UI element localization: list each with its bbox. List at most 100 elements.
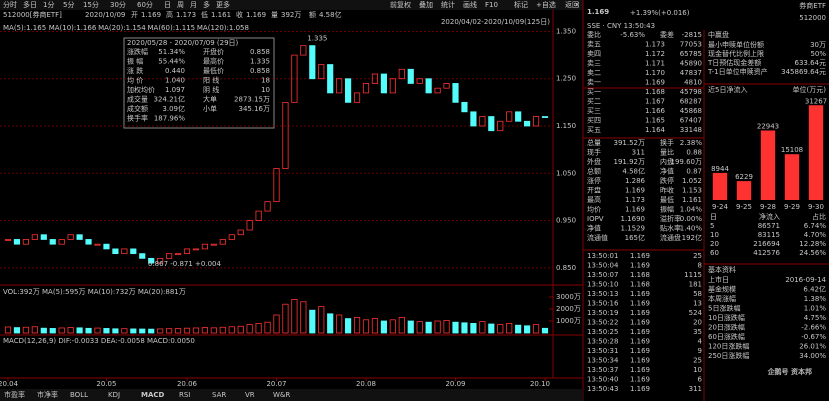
ma-label: MA(10):1.166 [49, 24, 97, 32]
volume-bar [67, 327, 74, 334]
candle [103, 243, 110, 250]
period-tab[interactable]: 15分 [83, 0, 99, 9]
candle [40, 234, 47, 240]
period-tab[interactable]: 月 [190, 1, 197, 9]
inflow-bar [760, 130, 776, 200]
volume-bar [174, 328, 182, 334]
indicator-tab[interactable]: BOLL [70, 391, 88, 399]
indicator-tab[interactable]: MACD [141, 391, 165, 399]
stats-cell: 165亿 [625, 233, 645, 242]
tool-button[interactable]: 前复权 [390, 0, 411, 9]
fund-cell: T-1日单位申赎资产 [707, 67, 768, 76]
volume-bar [425, 321, 432, 334]
period-tab[interactable]: 60分 [137, 0, 153, 9]
inflow-category: 9-30 [808, 203, 824, 211]
tool-button[interactable]: 叠加 [419, 0, 433, 9]
stats-cell: 192亿 [682, 233, 702, 242]
indicator-tab[interactable]: VR [245, 391, 255, 399]
period-tab[interactable]: 多 [203, 0, 210, 9]
period-tab[interactable]: 更多 [216, 0, 230, 9]
stats-cell: 贴水率 [660, 224, 681, 233]
volume-bar [524, 325, 531, 334]
volume-bar [40, 327, 47, 334]
indicator-tab[interactable]: W&R [273, 391, 290, 399]
volume-bar [255, 322, 262, 334]
candle [210, 243, 217, 246]
inflow-category: 9-29 [784, 203, 800, 211]
candle [49, 239, 56, 245]
candle [157, 257, 164, 264]
basic-cell: 5日涨跌幅 [708, 304, 740, 313]
trade-cell: 13:50:34 [587, 357, 619, 365]
table-cell: 24.56% [799, 249, 826, 257]
trade-cell: 1.169 [630, 338, 650, 346]
volume-bar [532, 324, 540, 334]
basic-cell: 34.00% [799, 352, 826, 360]
tool-button[interactable]: 返回 [565, 1, 579, 9]
tool-button[interactable]: F10 [485, 1, 498, 9]
trade-cell: 13:50:16 [587, 300, 619, 308]
stats-cell: 1.40% [680, 225, 703, 233]
trade-cell: 1.169 [630, 262, 650, 270]
indicator-tab[interactable]: KDJ [108, 391, 120, 399]
volume-bar [389, 319, 396, 334]
basic-cell: 4.75% [804, 314, 827, 322]
popup-cell: 涨跌幅 [127, 47, 148, 56]
order-book-cell: 68287 [680, 98, 702, 106]
tool-button[interactable]: +自选 [536, 0, 556, 9]
stats-cell: 1.169 [625, 206, 645, 214]
period-tab[interactable]: 多日 [23, 0, 37, 9]
popup-cell: 0.858 [250, 48, 270, 56]
x-tick-label: 20.07 [266, 380, 286, 388]
trade-cell: 13:50:22 [587, 319, 618, 327]
trade-cell: 13 [693, 300, 702, 308]
indicator-tab[interactable]: 市净率 [37, 390, 58, 399]
basic-cell: 基金规模 [708, 285, 736, 294]
candle [76, 234, 83, 240]
candle [4, 239, 12, 241]
popup-cell: 51.34% [158, 48, 185, 56]
tool-button[interactable]: 统计 [441, 0, 455, 9]
stats-cell: 2.38% [680, 139, 703, 147]
order-book-cell: 1.169 [645, 79, 665, 87]
period-tab[interactable]: 分时 [3, 0, 17, 9]
indicator-tab[interactable]: 市盈率 [4, 390, 25, 399]
volume-bar [398, 316, 405, 334]
stats-cell: IOPV [587, 215, 604, 223]
indicator-tab[interactable]: RSI [179, 391, 190, 399]
volume-bar [157, 328, 164, 334]
popup-cell: 最高价 [203, 57, 224, 66]
popup-cell: 振 幅 [127, 57, 143, 66]
period-tab[interactable]: 周 [177, 1, 184, 9]
quote-item: 收 [236, 10, 243, 19]
tool-button[interactable]: 标记 [514, 0, 528, 9]
trade-cell: 13:50:40 [587, 376, 618, 384]
period-tab[interactable]: 日 [164, 1, 171, 9]
volume-bar [452, 321, 459, 334]
ma-label: MA(60):1.115 [148, 24, 196, 32]
trade-cell: 1.169 [630, 300, 650, 308]
stats-cell: 191.92万 [614, 158, 646, 166]
popup-cell: 涨 跌 [127, 66, 143, 75]
candle [31, 234, 38, 240]
order-book-cell: 77053 [680, 41, 702, 49]
security-name: 券商ETF [799, 1, 826, 10]
tool-button[interactable]: 画线 [463, 0, 477, 9]
period-tab[interactable]: 1分 [43, 0, 54, 9]
volume-bar [85, 327, 92, 334]
tabs-bg [0, 389, 583, 401]
trade-cell: 13:50:10 [587, 281, 618, 289]
trade-cell: 35 [693, 328, 702, 336]
quote-item: 1.161 [211, 11, 231, 19]
close-icon[interactable]: ✕ [574, 1, 580, 9]
candle [425, 78, 432, 94]
stats-cell: 溢折率 [660, 214, 681, 223]
fund-cell: 最小申赎单位份额 [708, 40, 764, 49]
period-tab[interactable]: 30分 [110, 0, 126, 9]
indicator-tab[interactable]: SAR [212, 391, 226, 399]
candle [237, 229, 244, 236]
inflow-bar [736, 181, 752, 200]
y-tick-label: 1000万 [556, 317, 581, 325]
candle [497, 120, 504, 132]
period-tab[interactable]: 5分 [63, 0, 74, 9]
